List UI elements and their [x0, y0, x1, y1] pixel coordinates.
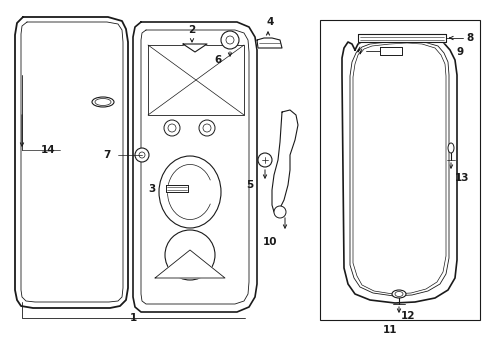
Polygon shape: [15, 17, 128, 308]
Text: 2: 2: [188, 25, 196, 35]
Text: 14: 14: [41, 145, 55, 155]
Polygon shape: [380, 47, 402, 55]
Polygon shape: [166, 185, 188, 192]
Text: 6: 6: [215, 55, 221, 65]
Text: 3: 3: [148, 184, 156, 194]
Ellipse shape: [92, 97, 114, 107]
Circle shape: [164, 120, 180, 136]
Polygon shape: [133, 22, 257, 312]
Ellipse shape: [165, 230, 215, 280]
Text: 5: 5: [246, 180, 254, 190]
Polygon shape: [272, 110, 298, 212]
Polygon shape: [141, 30, 249, 304]
Circle shape: [199, 120, 215, 136]
Polygon shape: [342, 36, 457, 303]
Text: 12: 12: [401, 311, 415, 321]
Circle shape: [135, 148, 149, 162]
Text: 11: 11: [383, 325, 397, 335]
Ellipse shape: [159, 156, 221, 228]
Ellipse shape: [392, 290, 406, 298]
Bar: [320, 20, 480, 320]
Circle shape: [221, 31, 239, 49]
Circle shape: [258, 153, 272, 167]
Text: 13: 13: [455, 173, 469, 183]
Text: 8: 8: [466, 33, 474, 43]
Text: 4: 4: [266, 17, 274, 27]
Text: 10: 10: [263, 237, 277, 247]
Text: 7: 7: [103, 150, 111, 160]
Polygon shape: [257, 38, 282, 48]
Polygon shape: [183, 44, 207, 52]
Polygon shape: [155, 250, 225, 278]
Polygon shape: [358, 34, 446, 42]
Circle shape: [274, 206, 286, 218]
Text: 1: 1: [129, 313, 137, 323]
Polygon shape: [21, 22, 123, 302]
Text: 9: 9: [457, 47, 464, 57]
Ellipse shape: [448, 143, 454, 153]
Polygon shape: [350, 41, 449, 296]
Polygon shape: [353, 43, 446, 294]
